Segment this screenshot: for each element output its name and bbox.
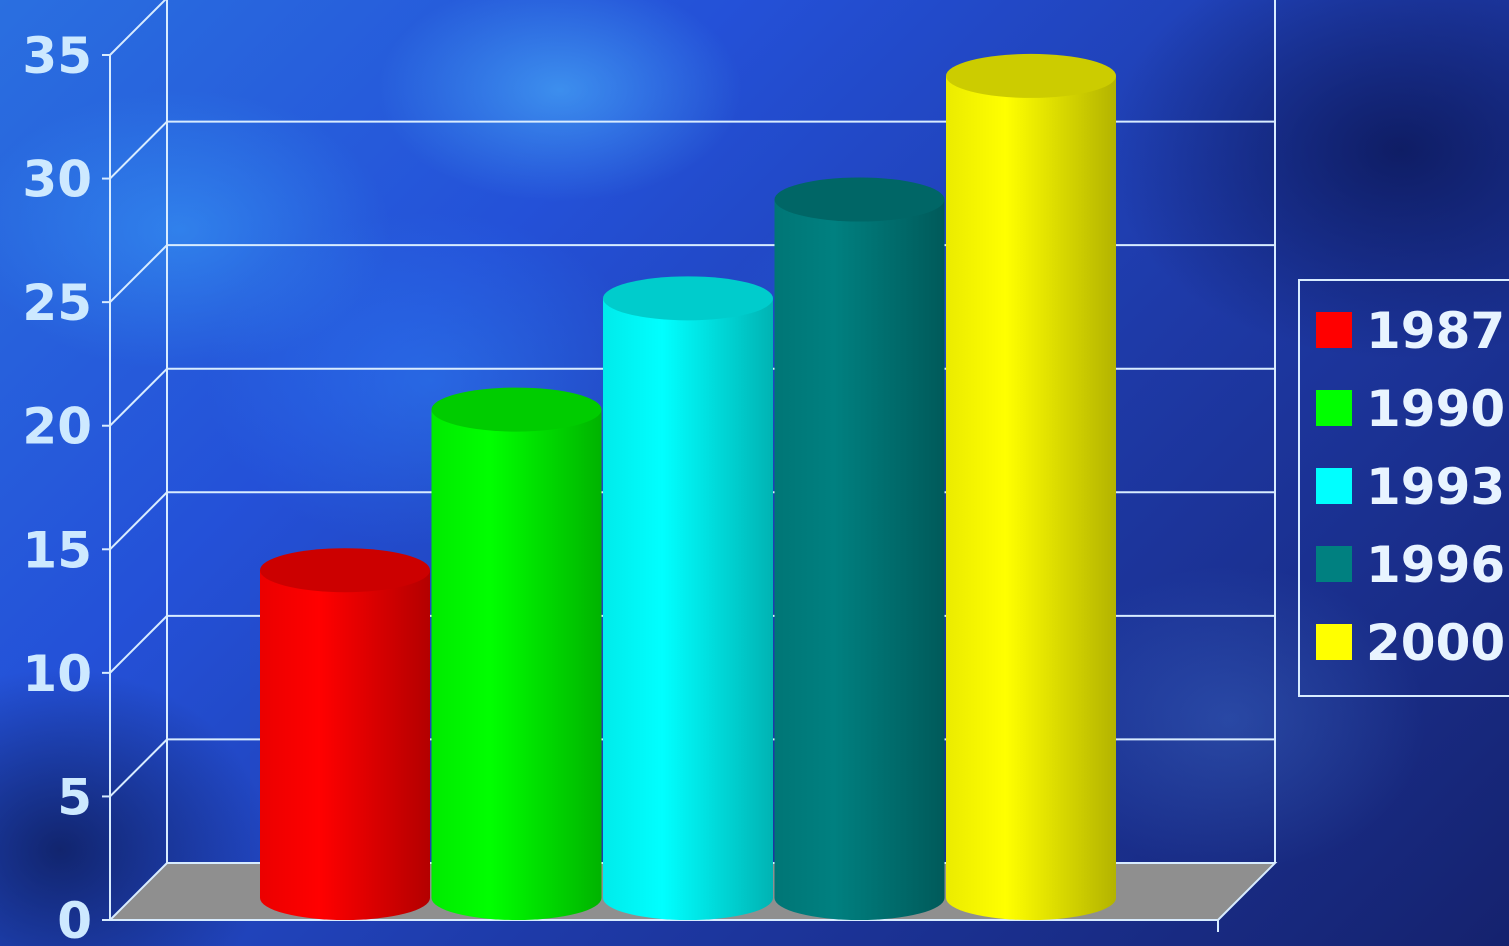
bar-top — [946, 53, 1116, 98]
legend-swatch — [1316, 624, 1352, 660]
legend-label: 1987 — [1366, 302, 1505, 360]
gridline — [109, 0, 167, 56]
bar-top — [603, 276, 773, 321]
bar-2000 — [946, 53, 1116, 920]
legend-label: 1996 — [1366, 536, 1505, 594]
bar-top — [431, 387, 602, 432]
bar-1996 — [774, 177, 945, 921]
y-tick-label: 5 — [57, 768, 92, 826]
legend-label: 2000 — [1366, 614, 1505, 672]
y-tick-label: 20 — [22, 398, 92, 456]
bar-body — [431, 409, 602, 921]
legend-box — [1298, 279, 1509, 697]
legend-swatch — [1316, 468, 1352, 504]
legend-swatch — [1316, 312, 1352, 348]
legend-label: 1993 — [1366, 458, 1505, 516]
bar-body — [260, 570, 430, 920]
bar-body — [946, 75, 1116, 920]
y-tick-label: 10 — [22, 645, 92, 703]
bar-top — [260, 548, 430, 593]
bar-body — [603, 298, 773, 920]
legend: 1987 1990 1993 1996 2000 — [1298, 279, 1509, 697]
chart-walls — [109, 0, 1276, 920]
y-axis: 0 5 10 15 20 25 30 35 — [22, 27, 1219, 946]
legend-swatch — [1316, 390, 1352, 426]
bar-1993 — [603, 276, 773, 920]
gridline — [109, 120, 1275, 180]
legend-label: 1990 — [1366, 380, 1505, 438]
bars — [260, 53, 1116, 921]
y-tick-label: 30 — [22, 151, 92, 209]
y-tick-label: 0 — [57, 892, 92, 946]
bar-1987 — [260, 548, 430, 920]
y-tick-label: 25 — [22, 274, 92, 332]
legend-swatch — [1316, 546, 1352, 582]
y-tick-label: 35 — [22, 27, 92, 85]
bar-top — [774, 177, 945, 222]
y-tick-label: 15 — [22, 521, 92, 579]
bar-body — [774, 199, 945, 921]
bar-1990 — [431, 387, 602, 921]
